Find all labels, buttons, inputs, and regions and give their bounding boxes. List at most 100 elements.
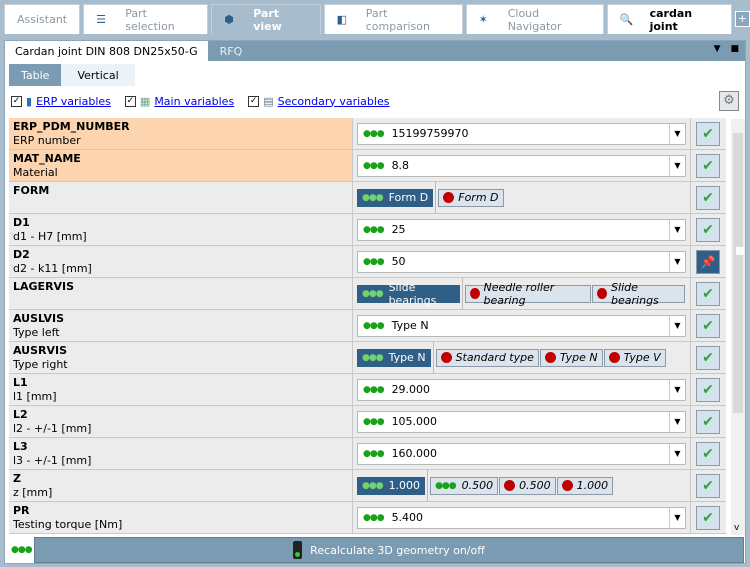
value-combobox[interactable]: ●●● 25 ▼ bbox=[357, 218, 686, 241]
tab-assistant[interactable]: Assistant bbox=[4, 4, 81, 34]
tab-label: cardan joint bbox=[649, 6, 693, 33]
invalid-dot-icon bbox=[597, 288, 608, 299]
variable-description: l2 - +/-1 [mm] bbox=[13, 422, 92, 435]
dropdown-icon[interactable]: ▼ bbox=[713, 44, 721, 54]
option-chip[interactable]: 0.500 bbox=[499, 476, 556, 495]
network-icon: ✶ bbox=[478, 12, 488, 26]
variable-name: AUSLVIS bbox=[13, 312, 65, 325]
value-text: 5.400 bbox=[391, 511, 424, 524]
valid-dots-icon: ●●● bbox=[363, 224, 385, 235]
value-combobox[interactable]: ●●● 160.000 ▼ bbox=[357, 442, 686, 465]
option-chip[interactable]: Standard type bbox=[435, 348, 539, 367]
confirm-check-button[interactable]: ✔ bbox=[696, 473, 720, 498]
valid-dots-icon: ●●● bbox=[363, 256, 385, 267]
secondary-variables-link[interactable]: Secondary variables bbox=[277, 94, 390, 108]
option-chip[interactable]: Slide bearings bbox=[592, 281, 685, 307]
maximize-icon[interactable]: ■ bbox=[730, 44, 739, 54]
valid-dots-icon: ●●● bbox=[363, 320, 385, 331]
value-combobox[interactable]: ●●● Type N ▼ bbox=[357, 314, 686, 337]
value-combobox[interactable]: ●●● 15199759970 ▼ bbox=[357, 122, 686, 145]
invalid-dot-icon bbox=[440, 352, 452, 363]
variable-filters: ✓ ▮ ERP variables ✓ ▦ Main variables ✓ ▤ Secon… bbox=[5, 86, 745, 116]
chevron-down-icon[interactable]: ▼ bbox=[669, 443, 685, 464]
chevron-down-icon[interactable]: ▼ bbox=[669, 411, 685, 432]
chevron-down-icon[interactable]: ▼ bbox=[669, 155, 685, 176]
tab-part-comparison[interactable]: ◧ Part comparison bbox=[323, 4, 463, 34]
main-variables-checkbox[interactable]: ✓ bbox=[124, 95, 136, 107]
value-combobox[interactable]: ●●● 50 ▼ bbox=[357, 250, 686, 273]
confirm-check-button[interactable]: ✔ bbox=[696, 377, 720, 402]
chevron-down-icon[interactable]: ▼ bbox=[669, 219, 685, 240]
compare-icon: ◧ bbox=[336, 12, 347, 26]
invalid-dot-icon bbox=[608, 352, 620, 363]
value-text: 50 bbox=[391, 255, 406, 268]
option-chip[interactable]: Type V bbox=[603, 348, 666, 367]
invalid-dot-icon bbox=[469, 288, 480, 299]
value-combobox[interactable]: ●●● 105.000 ▼ bbox=[357, 410, 686, 433]
traffic-light-icon bbox=[293, 541, 303, 559]
search-abc-icon: 🔍 bbox=[619, 12, 634, 26]
selected-value-chip[interactable]: ●●● 1.000 bbox=[357, 476, 426, 495]
value-combobox[interactable]: ●●● 29.000 ▼ bbox=[357, 378, 686, 401]
tab-part-view[interactable]: ⬢ Part view bbox=[211, 4, 321, 34]
confirm-check-button[interactable]: ✔ bbox=[696, 409, 720, 434]
tab-cardan-joint[interactable]: 🔍 cardan joint bbox=[606, 4, 732, 34]
variable-row-l2: L2 l2 - +/-1 [mm] ●●● 105.000 ▼ ✔ bbox=[9, 406, 726, 438]
valid-dots-icon: ●●● bbox=[435, 480, 457, 491]
option-chip[interactable]: Needle roller bearing bbox=[464, 281, 592, 307]
tab-rfq[interactable]: RFQ bbox=[219, 44, 243, 58]
erp-variables-link[interactable]: ERP variables bbox=[36, 94, 111, 108]
chevron-down-icon[interactable]: ▼ bbox=[669, 123, 685, 144]
confirm-check-button[interactable]: ✔ bbox=[696, 217, 720, 242]
option-chip[interactable]: Form D bbox=[438, 188, 504, 207]
settings-gear-button[interactable]: ⚙ bbox=[719, 91, 739, 111]
erp-variables-checkbox[interactable]: ✓ bbox=[11, 95, 22, 107]
option-chip[interactable]: Type N bbox=[539, 348, 603, 367]
confirm-check-button[interactable]: ✔ bbox=[696, 313, 720, 338]
variable-description: Type left bbox=[13, 326, 60, 339]
confirm-check-button[interactable]: ✔ bbox=[696, 281, 720, 306]
scrollbar-thumb[interactable] bbox=[733, 133, 744, 413]
variable-row-form: FORM ●●● Form D Form D ✔ bbox=[9, 182, 726, 214]
variable-description: l3 - +/-1 [mm] bbox=[13, 454, 92, 467]
pin-button[interactable]: 📌 bbox=[696, 249, 720, 274]
add-tab-button[interactable]: + bbox=[734, 11, 750, 27]
tab-cloud-navigator[interactable]: ✶ Cloud Navigator bbox=[465, 4, 604, 34]
confirm-check-button[interactable]: ✔ bbox=[696, 153, 720, 178]
value-combobox[interactable]: ●●● 8.8 ▼ bbox=[357, 154, 686, 177]
variable-description: Material bbox=[13, 166, 58, 179]
confirm-check-button[interactable]: ✔ bbox=[696, 185, 720, 210]
option-chip[interactable]: ●●● 0.500 bbox=[430, 476, 499, 495]
chip-label: Needle roller bearing bbox=[483, 280, 555, 307]
chip-label: Slide bearings bbox=[611, 280, 659, 307]
confirm-check-button[interactable]: ✔ bbox=[696, 441, 720, 466]
selected-value-chip[interactable]: ●●● Form D bbox=[357, 188, 434, 207]
chevron-down-icon[interactable]: ▼ bbox=[669, 315, 685, 336]
confirm-check-button[interactable]: ✔ bbox=[696, 505, 720, 530]
variable-label: L1 l1 [mm] bbox=[9, 374, 353, 405]
variable-label: ERP_PDM_NUMBER ERP number bbox=[9, 118, 353, 149]
value-combobox[interactable]: ●●● 5.400 ▼ bbox=[357, 506, 686, 529]
option-chip[interactable]: 1.000 bbox=[556, 476, 614, 495]
secondary-variables-checkbox[interactable]: ✓ bbox=[248, 95, 260, 107]
confirm-check-button[interactable]: ✔ bbox=[696, 345, 720, 370]
tab-cardan-joint[interactable]: Cardan joint DIN 808 DN25x50-G bbox=[5, 41, 208, 61]
cube-icon: ⬢ bbox=[224, 12, 234, 26]
confirm-check-button[interactable]: ✔ bbox=[696, 121, 720, 146]
main-variables-link[interactable]: Main variables bbox=[154, 94, 235, 108]
selected-value-chip[interactable]: ●●● Slide bearings bbox=[357, 281, 460, 307]
variable-row-d2: D2 d2 - k11 [mm] ●●● 50 ▼ 📌 bbox=[9, 246, 726, 278]
tab-part-selection[interactable]: ☰ Part selection bbox=[83, 4, 209, 34]
variable-name: MAT_NAME bbox=[13, 152, 81, 165]
scroll-down-icon[interactable]: v bbox=[734, 523, 740, 533]
selected-value-chip[interactable]: ●●● Type N bbox=[357, 348, 431, 367]
chevron-down-icon[interactable]: ▼ bbox=[669, 379, 685, 400]
tab-table[interactable]: Table bbox=[9, 64, 62, 86]
chevron-down-icon[interactable]: ▼ bbox=[669, 251, 685, 272]
chevron-down-icon[interactable]: ▼ bbox=[669, 507, 685, 528]
tab-vertical[interactable]: Vertical bbox=[61, 64, 135, 86]
variable-description: d2 - k11 [mm] bbox=[13, 262, 92, 275]
recalculate-3d-button[interactable]: Recalculate 3D geometry on/off bbox=[34, 537, 744, 563]
document-tabs: Cardan joint DIN 808 DN25x50-G RFQ ▼ ■ bbox=[5, 41, 745, 61]
vertical-scrollbar[interactable]: v bbox=[731, 119, 745, 535]
